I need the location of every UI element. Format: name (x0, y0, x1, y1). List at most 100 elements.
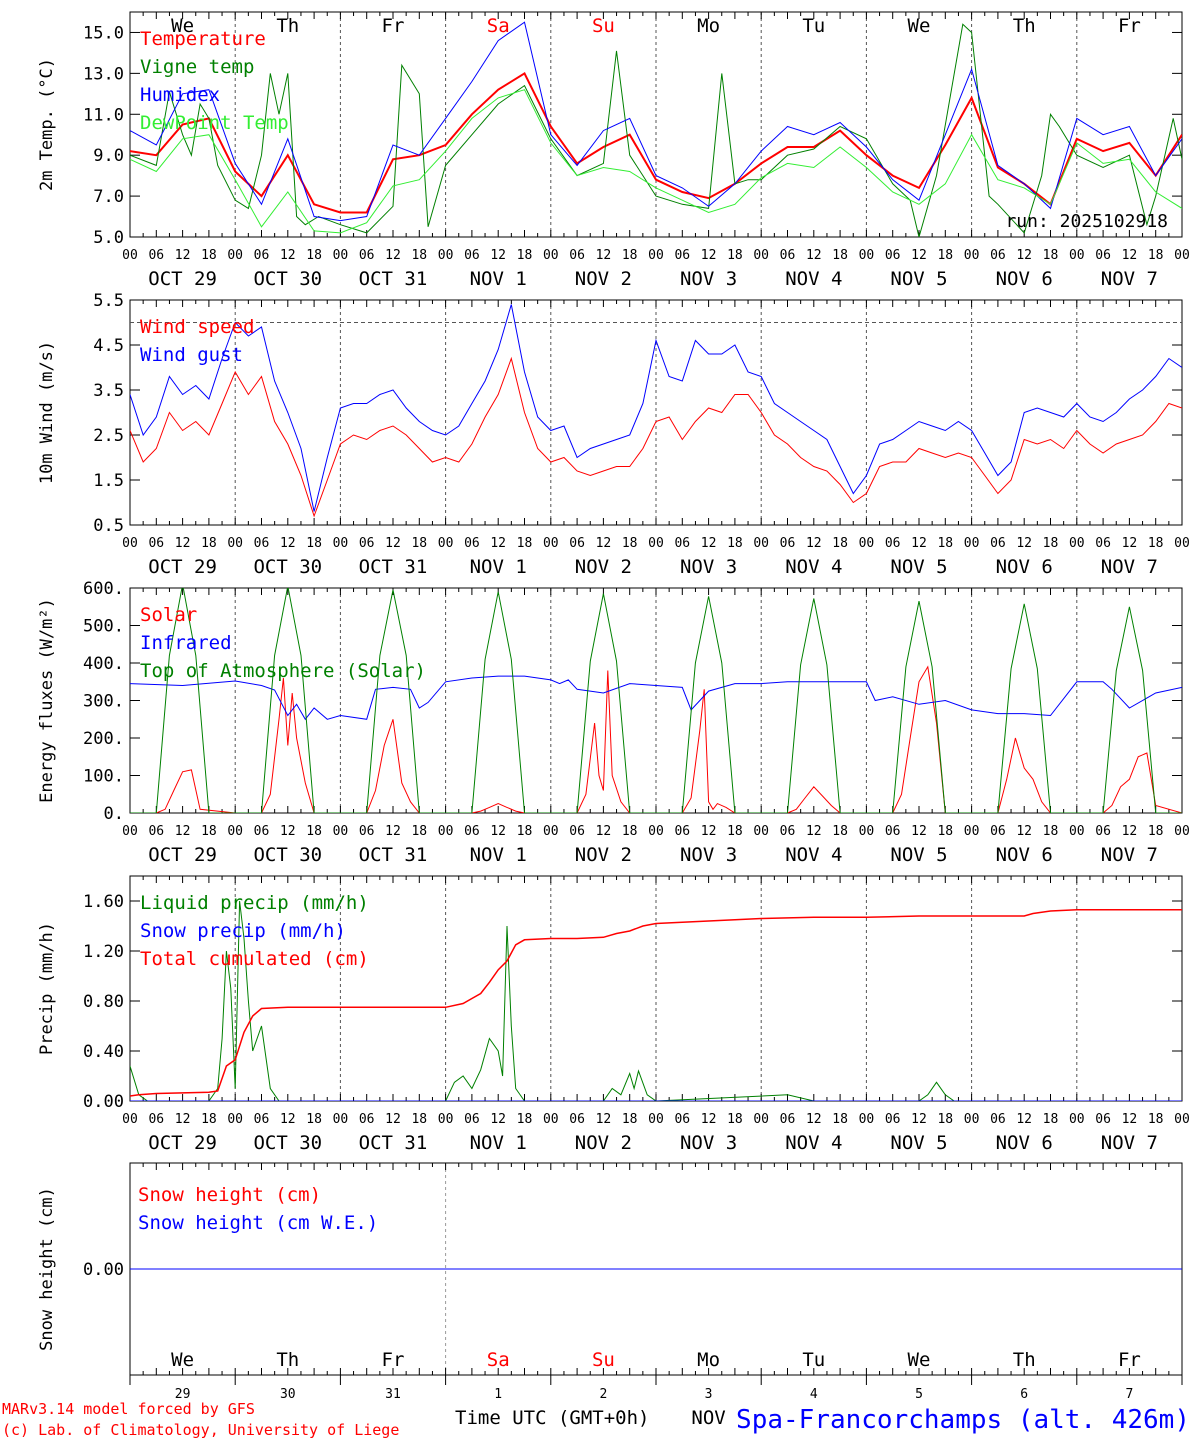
x-hour-label: 12 (490, 824, 506, 839)
x-hour-label: 12 (175, 824, 191, 839)
x-hour-label: 12 (701, 536, 717, 551)
x-hour-label: 18 (832, 248, 848, 263)
x-hour-label: 18 (411, 1112, 427, 1127)
x-hour-label: 12 (806, 824, 822, 839)
x-hour-label: 06 (569, 248, 585, 263)
x-hour-label: 18 (1043, 824, 1059, 839)
y-tick-label: 0. (104, 804, 124, 824)
legend-entry: Snow precip (mm/h) (140, 920, 346, 942)
y-tick-label: 5.0 (93, 228, 124, 248)
x-hour-label: 06 (359, 248, 375, 263)
weekday-label-bottom: Mo (697, 1349, 720, 1371)
x-hour-label: 06 (359, 1112, 375, 1127)
x-hour-label: 18 (1148, 536, 1164, 551)
x-hour-label: 18 (832, 536, 848, 551)
legend-entry: Snow height (cm) (138, 1184, 321, 1206)
series-total-cumulated-cm (130, 909, 1182, 1097)
x-hour-label: 00 (753, 1112, 769, 1127)
x-hour-label: 00 (1174, 536, 1190, 551)
weekday-label-bottom: We (171, 1349, 194, 1371)
x-hour-label: 12 (280, 824, 296, 839)
x-hour-label: 18 (411, 824, 427, 839)
x-hour-label: 18 (517, 248, 533, 263)
x-date-label: NOV 6 (996, 1132, 1053, 1154)
weekday-label-bottom: Th (276, 1349, 299, 1371)
x-hour-label: 06 (148, 1112, 164, 1127)
footer-station: Spa-Francorchamps (alt. 426m) (736, 1405, 1190, 1435)
x-date-label: OCT 30 (253, 1132, 322, 1154)
x-date-label: NOV 3 (680, 1132, 737, 1154)
x-hour-label: 12 (1016, 248, 1032, 263)
x-hour-label: 00 (964, 248, 980, 263)
x-hour-label: 12 (806, 248, 822, 263)
x-hour-label: 18 (517, 1112, 533, 1127)
x-hour-label: 18 (1148, 824, 1164, 839)
weekday-label-top: Fr (1118, 15, 1141, 37)
x-hour-label: 12 (1016, 824, 1032, 839)
weekday-label-top: Fr (382, 15, 405, 37)
x-date-label: OCT 31 (359, 268, 428, 290)
y-tick-label: 15.0 (83, 23, 124, 43)
x-hour-label: 00 (333, 824, 349, 839)
footer-lab: (c) Lab. of Climatology, University of L… (2, 1421, 399, 1439)
x-hour-label: 18 (201, 824, 217, 839)
day-number-label: 31 (385, 1387, 401, 1402)
x-hour-label: 12 (490, 1112, 506, 1127)
y-tick-label: 0.80 (83, 992, 124, 1012)
x-hour-label: 12 (806, 536, 822, 551)
x-hour-label: 12 (1122, 536, 1138, 551)
x-hour-label: 18 (306, 536, 322, 551)
series-top-of-atmosphere-solar (130, 588, 1182, 813)
x-hour-label: 06 (990, 1112, 1006, 1127)
run-label: run: 2025102918 (1005, 211, 1168, 232)
y-tick-label: 9.0 (93, 146, 124, 166)
x-hour-label: 00 (964, 536, 980, 551)
x-hour-label: 18 (1043, 1112, 1059, 1127)
day-number-label: 2 (599, 1387, 607, 1402)
x-hour-label: 00 (333, 248, 349, 263)
x-date-label: OCT 30 (253, 556, 322, 578)
y-axis-label: Precip (mm/h) (37, 922, 57, 1055)
series-dewpoint-temp (130, 89, 1182, 234)
series-infrared (130, 675, 1182, 721)
x-hour-label: 12 (911, 536, 927, 551)
x-hour-label: 06 (569, 536, 585, 551)
day-number-label: 4 (810, 1387, 818, 1402)
x-hour-label: 12 (806, 1112, 822, 1127)
x-hour-label: 06 (885, 1112, 901, 1127)
x-hour-label: 00 (122, 824, 138, 839)
x-hour-label: 06 (780, 536, 796, 551)
x-hour-label: 18 (937, 248, 953, 263)
x-hour-label: 06 (569, 1112, 585, 1127)
legend-entry: Top of Atmosphere (Solar) (140, 660, 426, 682)
x-date-label: NOV 4 (785, 1132, 842, 1154)
x-date-label: NOV 1 (470, 268, 527, 290)
x-hour-label: 12 (280, 1112, 296, 1127)
weekday-label-top: We (171, 15, 194, 37)
x-hour-label: 06 (990, 536, 1006, 551)
x-hour-label: 00 (859, 248, 875, 263)
x-hour-label: 00 (648, 248, 664, 263)
x-hour-label: 18 (727, 248, 743, 263)
y-tick-label: 13.0 (83, 64, 124, 84)
x-date-label: NOV 4 (785, 844, 842, 866)
y-tick-label: 0.00 (83, 1260, 124, 1280)
x-hour-label: 12 (911, 248, 927, 263)
x-hour-label: 18 (306, 1112, 322, 1127)
x-hour-label: 06 (674, 248, 690, 263)
x-hour-label: 00 (438, 248, 454, 263)
y-tick-label: 100. (83, 767, 124, 787)
x-hour-label: 00 (122, 1112, 138, 1127)
x-hour-label: 06 (885, 824, 901, 839)
x-date-label: OCT 30 (253, 844, 322, 866)
weekday-label-bottom: Fr (1118, 1349, 1141, 1371)
weekday-label-bottom: Sa (487, 1349, 510, 1371)
y-tick-label: 600. (83, 579, 124, 599)
x-hour-label: 18 (727, 824, 743, 839)
x-hour-label: 18 (937, 1112, 953, 1127)
x-hour-label: 06 (569, 824, 585, 839)
x-hour-label: 12 (175, 536, 191, 551)
x-hour-label: 18 (411, 536, 427, 551)
x-hour-label: 00 (227, 824, 243, 839)
weekday-label-bottom: Th (1013, 1349, 1036, 1371)
